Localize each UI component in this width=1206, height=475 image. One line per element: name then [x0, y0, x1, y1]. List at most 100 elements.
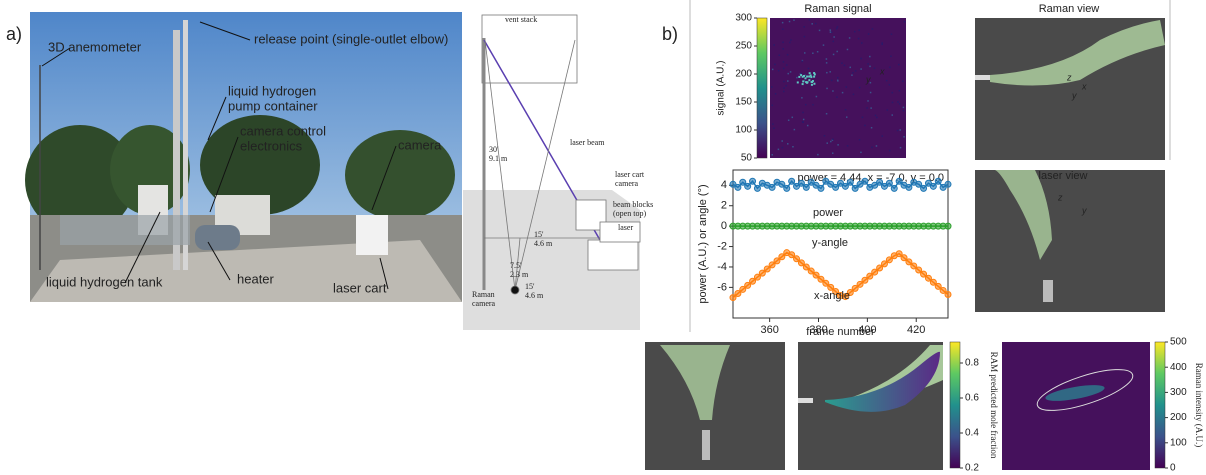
noise-dot — [849, 37, 851, 39]
series-point — [784, 185, 790, 191]
image-title: Raman signal — [804, 3, 871, 15]
noise-dot — [783, 61, 785, 63]
noise-dot — [829, 71, 831, 73]
noise-dot — [771, 105, 773, 107]
noise-dot — [783, 68, 785, 70]
noise-dot — [812, 52, 814, 54]
noise-dot — [811, 23, 813, 25]
noise-dot — [802, 112, 804, 114]
noise-dot — [903, 107, 905, 109]
colorbar-tick-label: 0.8 — [965, 358, 979, 369]
colorbar-tick-label: 200 — [1170, 412, 1187, 423]
series-point — [862, 178, 868, 184]
annotation: laser cart — [615, 170, 645, 179]
noise-dot — [864, 125, 866, 127]
noise-dot — [826, 142, 828, 144]
noise-dot — [897, 101, 899, 103]
annotation: vent stack — [505, 15, 537, 24]
noise-dot — [881, 44, 883, 46]
noise-dot — [889, 150, 891, 152]
noise-dot — [772, 69, 774, 71]
noise-dot — [850, 67, 852, 69]
annotation: heater — [237, 271, 275, 286]
annotation: pump container — [228, 98, 318, 113]
annotation: 9.1 m — [489, 154, 508, 163]
noise-dot — [871, 127, 873, 129]
noise-dot — [786, 64, 788, 66]
noise-dot — [886, 80, 888, 82]
annotation: electronics — [240, 138, 303, 153]
noise-dot — [826, 58, 828, 60]
noise-dot — [903, 136, 905, 138]
series-point — [769, 184, 775, 190]
noise-dot — [790, 71, 792, 73]
noise-dot — [870, 92, 872, 94]
signal-dot — [814, 73, 816, 75]
noise-dot — [779, 54, 781, 56]
noise-dot — [862, 117, 864, 119]
noise-dot — [783, 81, 785, 83]
noise-dot — [807, 125, 809, 127]
noise-dot — [826, 113, 828, 115]
axis-glyph: x — [1081, 81, 1087, 91]
signal-dot — [811, 84, 813, 86]
noise-dot — [860, 58, 862, 60]
noise-dot — [897, 130, 899, 132]
noise-dot — [826, 72, 828, 74]
signal-dot — [802, 83, 804, 85]
annotation: camera control — [240, 123, 326, 138]
series-point — [891, 185, 897, 191]
signal-dot — [813, 76, 815, 78]
annotation: (open top) — [613, 209, 646, 218]
noise-dot — [771, 86, 773, 88]
noise-dot — [847, 145, 849, 147]
noise-dot — [830, 29, 832, 31]
colorbar-label: signal (A.U.) — [716, 60, 727, 115]
noise-dot — [826, 88, 828, 90]
noise-dot — [875, 115, 877, 117]
panel-label: b) — [662, 24, 678, 44]
raman-view-image — [975, 18, 1165, 160]
annotation: 4.6 m — [534, 239, 553, 248]
signal-dot — [811, 81, 813, 83]
raman-signal-image — [770, 18, 906, 158]
noise-dot — [826, 62, 828, 64]
noise-dot — [867, 63, 869, 64]
noise-dot — [772, 123, 774, 125]
colorbar-tick-label: 200 — [735, 69, 752, 80]
image-title: laser view — [1039, 170, 1088, 182]
annotation: camera — [398, 137, 442, 152]
colorbar-tick-label: 300 — [735, 13, 752, 24]
annotation: camera — [472, 299, 496, 308]
annotation: 15' — [525, 282, 535, 291]
noise-dot — [833, 54, 835, 56]
noise-dot — [802, 121, 804, 123]
annotation: laser — [618, 223, 633, 232]
annotation: 2.3 m — [510, 270, 529, 279]
panel-label: a) — [6, 24, 22, 44]
noise-dot — [808, 68, 810, 70]
layout-diagram — [463, 15, 640, 330]
series-point — [750, 178, 756, 184]
image-title: Raman view — [1039, 3, 1100, 15]
series-label: power — [813, 207, 843, 219]
noise-dot — [803, 26, 805, 28]
noise-dot — [852, 72, 854, 74]
noise-dot — [787, 73, 789, 75]
noise-dot — [881, 42, 883, 44]
noise-dot — [860, 152, 862, 154]
series-point — [818, 185, 824, 191]
noise-dot — [846, 86, 848, 88]
signal-dot — [804, 77, 806, 79]
y-axis-label: power (A.U.) or angle (°) — [697, 184, 709, 303]
noise-dot — [898, 64, 900, 66]
colorbar-tick-label: 0.6 — [965, 393, 979, 404]
noise-dot — [891, 114, 893, 116]
noise-dot — [860, 68, 862, 70]
noise-dot — [793, 19, 795, 21]
x-axis-label: frame number — [806, 326, 875, 338]
annotation: laser cart — [333, 280, 387, 295]
noise-dot — [837, 26, 839, 28]
noise-dot — [851, 74, 853, 76]
y-tick-label: 2 — [721, 200, 727, 212]
